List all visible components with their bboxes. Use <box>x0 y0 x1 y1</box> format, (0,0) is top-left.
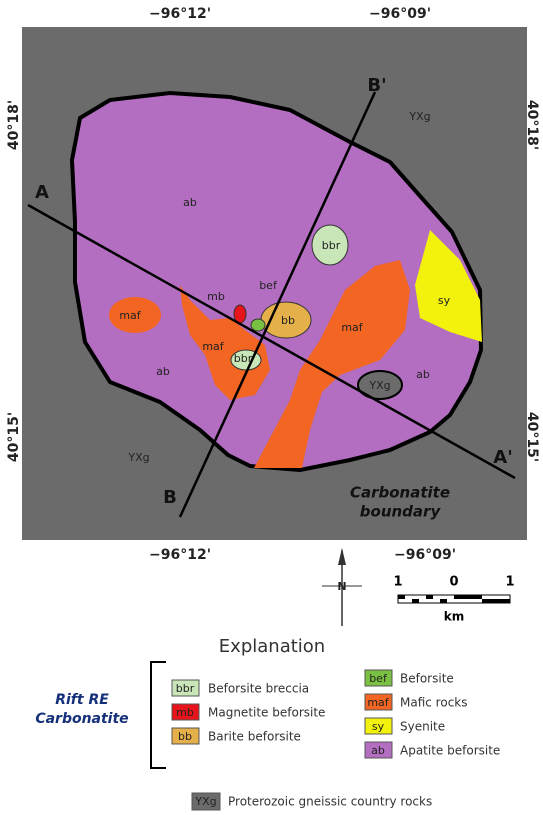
legend-label: Proterozoic gneissic country rocks <box>228 795 432 809</box>
mafic-right <box>254 260 410 468</box>
section-label: B <box>163 487 177 508</box>
mafic-left <box>109 297 161 333</box>
unit-label: bbr <box>234 352 253 365</box>
swatch-code: bef <box>369 672 388 685</box>
unit-label: ab <box>183 196 197 209</box>
swatch-code: ab <box>371 744 385 757</box>
breccia-north <box>311 224 349 266</box>
legend-label: Beforsite <box>400 672 454 686</box>
unit-label: maf <box>202 340 224 353</box>
scale-tick: 1 <box>393 575 402 590</box>
section-label: A <box>35 182 49 203</box>
north-arrow: N <box>322 548 362 626</box>
bracket <box>150 661 166 769</box>
unit-label: maf <box>119 309 141 322</box>
boundary-label: boundary <box>360 503 442 521</box>
unit-label: maf <box>341 321 363 334</box>
legend-label: Apatite beforsite <box>400 744 500 758</box>
swatch <box>171 727 200 745</box>
legend-label: Barite beforsite <box>208 730 301 744</box>
unit-label: mb <box>207 290 225 303</box>
swatch-code: bb <box>178 730 192 743</box>
legend-label: Magnetite beforsite <box>208 706 325 720</box>
unit-label: bbr <box>322 239 341 252</box>
coord-label: −96°09' <box>369 6 431 22</box>
legend-label: Beforsite breccia <box>208 682 309 696</box>
boundary-label: Carbonatite <box>350 484 450 502</box>
unit-label: bb <box>281 314 295 327</box>
syenite <box>415 230 482 342</box>
swatch <box>364 741 393 759</box>
unit-label: ab <box>156 365 170 378</box>
coord-label: −96°12' <box>149 547 211 563</box>
scale-bar: 1 0 1 km <box>393 575 514 624</box>
swatch <box>364 669 393 687</box>
unit-label: bef <box>259 279 278 292</box>
coord-label: 40°15' <box>6 412 22 462</box>
swatch-code: maf <box>367 696 389 709</box>
north-label: N <box>337 580 346 593</box>
section-line-a <box>27 203 516 480</box>
unit-label: YXg <box>408 110 430 123</box>
swatch <box>191 792 221 811</box>
swatch-code: sy <box>372 720 385 733</box>
coord-label: 40°18' <box>6 100 22 150</box>
swatch-code: mb <box>176 706 194 719</box>
section-label: B' <box>367 75 386 96</box>
unit-label: YXg <box>127 451 149 464</box>
scale-unit: km <box>444 610 464 624</box>
section-label: A' <box>493 447 512 468</box>
scale-tick: 1 <box>505 575 514 590</box>
legend-label: Syenite <box>400 720 445 734</box>
swatch <box>171 703 200 721</box>
country-rock-inlier <box>357 370 403 400</box>
group-label: Carbonatite <box>35 711 128 727</box>
coord-label: 40°15' <box>524 412 540 462</box>
swatch-code: bbr <box>176 682 195 695</box>
scale-tick: 0 <box>449 575 458 590</box>
legend-label: Mafic rocks <box>400 696 468 710</box>
unit-label: ab <box>416 368 430 381</box>
legend-title: Explanation <box>219 636 325 657</box>
group-label: Rift RE <box>55 692 109 708</box>
swatch <box>364 717 393 735</box>
coord-label: −96°09' <box>394 547 456 563</box>
swatch <box>171 679 200 697</box>
coord-label: −96°12' <box>149 6 211 22</box>
swatch-code: YXg <box>194 795 216 808</box>
swatch <box>364 693 393 711</box>
unit-label: YXg <box>368 379 390 392</box>
section-line-b <box>178 91 377 518</box>
unit-label: sy <box>438 294 451 307</box>
beforsite <box>250 318 266 332</box>
coord-label: 40°18' <box>524 100 540 150</box>
